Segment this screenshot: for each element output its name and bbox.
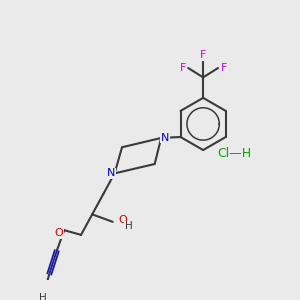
Text: O: O [54,228,63,238]
Text: F: F [179,63,186,73]
Text: Cl—H: Cl—H [217,147,251,160]
Text: F: F [200,50,206,60]
Text: O: O [118,215,127,225]
Text: H: H [125,221,133,232]
Text: H: H [39,293,47,300]
Text: N: N [107,168,115,178]
Text: N: N [161,133,169,143]
Text: F: F [220,63,227,73]
